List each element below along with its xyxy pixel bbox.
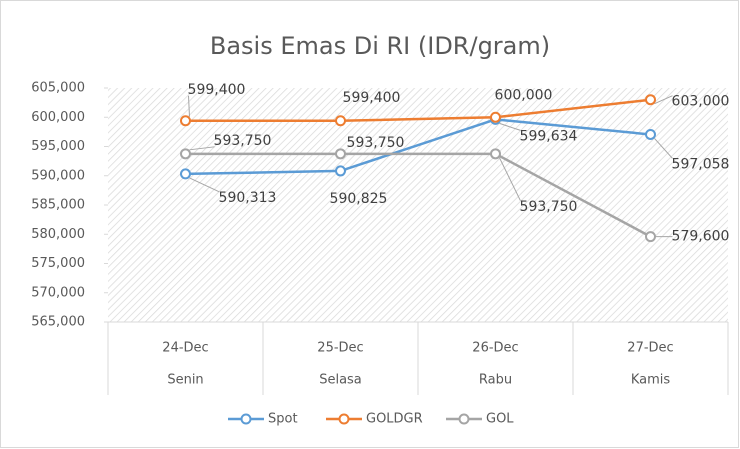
point [180, 168, 191, 180]
legend-marker [338, 413, 350, 425]
x-tick-label: 25-Dec [317, 341, 363, 356]
y-tick-label: 600,000 [31, 110, 85, 125]
series-line [185, 98, 651, 123]
chart-title: Basis Emas Di RI (IDR/gram) [210, 32, 550, 60]
legend-label: Spot [268, 412, 298, 427]
data-label: 593,750 [347, 135, 405, 151]
data-label: 590,313 [219, 190, 277, 206]
y-tick-label: 570,000 [31, 285, 85, 300]
y-tick-label: 575,000 [31, 256, 85, 271]
x-group-label: Selasa [319, 373, 362, 388]
x-group-label: Senin [167, 373, 203, 388]
point [180, 148, 191, 160]
x-tick-label: 26-Dec [472, 341, 518, 356]
y-tick-label: 585,000 [31, 198, 85, 213]
series-line [185, 152, 652, 238]
data-label: 600,000 [495, 87, 553, 103]
x-group-label: Rabu [479, 373, 512, 388]
data-label: 590,825 [330, 191, 388, 207]
leader-line [188, 95, 190, 117]
point [335, 148, 346, 160]
legend-marker [458, 413, 470, 425]
point [490, 111, 501, 123]
legend-label: GOL [486, 412, 514, 427]
point [645, 128, 656, 140]
point [335, 115, 346, 127]
x-tick-label: 24-Dec [162, 341, 208, 356]
data-label: 599,400 [188, 82, 246, 98]
point [645, 231, 656, 243]
y-tick-label: 580,000 [31, 227, 85, 242]
plot-area [108, 88, 728, 322]
point [490, 148, 501, 160]
point [180, 115, 191, 127]
legend-label: GOLDGR [366, 412, 423, 427]
data-label: 593,750 [214, 133, 272, 149]
leader-line [189, 146, 215, 151]
data-label: 603,000 [672, 94, 730, 110]
data-label: 599,400 [343, 90, 401, 106]
data-label: 579,600 [672, 229, 730, 245]
leader-line [499, 122, 521, 131]
y-tick-label: 605,000 [31, 81, 85, 96]
x-group-label: Kamis [631, 373, 671, 388]
y-tick-label: 595,000 [31, 139, 85, 154]
legend-marker [240, 413, 252, 425]
leader-line [654, 138, 673, 159]
leader-line [654, 95, 673, 105]
leader-line [499, 157, 521, 202]
series-line [185, 118, 651, 176]
data-label: 599,634 [520, 128, 578, 144]
data-label: 593,750 [520, 199, 578, 215]
y-tick-label: 590,000 [31, 168, 85, 183]
y-tick-label: 565,000 [31, 315, 85, 330]
point [645, 94, 656, 106]
x-tick-label: 27-Dec [627, 341, 673, 356]
point [335, 165, 346, 177]
leader-line [189, 177, 220, 193]
data-label: 597,058 [672, 156, 730, 172]
